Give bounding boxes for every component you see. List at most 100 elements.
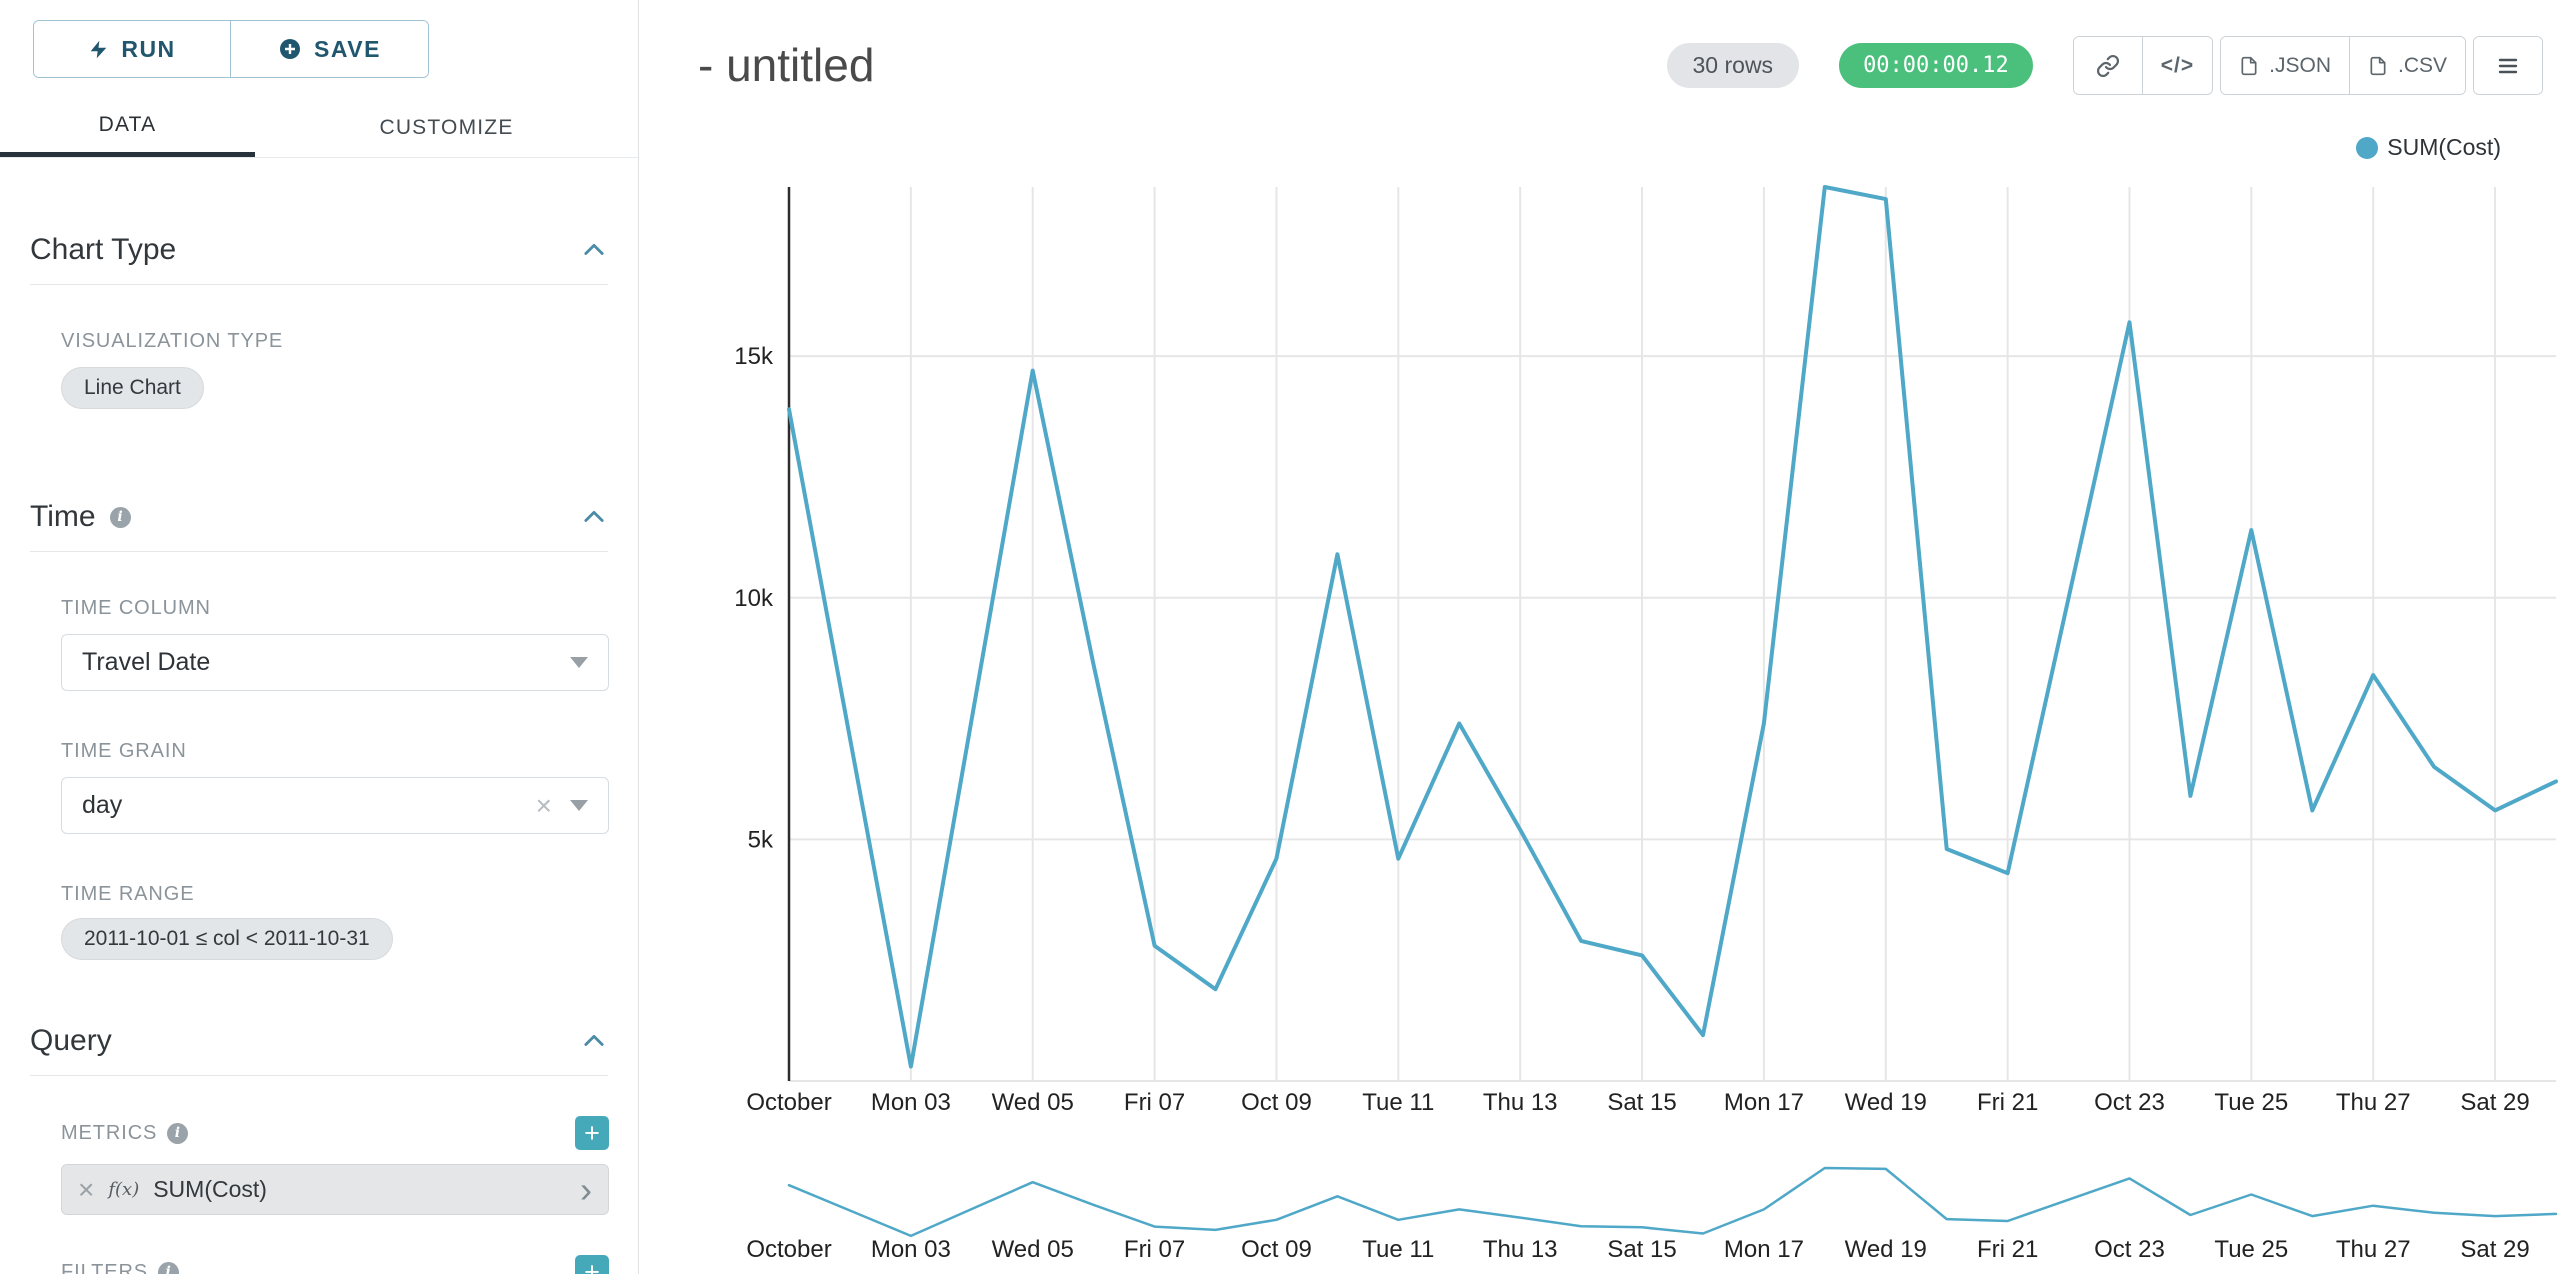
time-column-label-text: TIME COLUMN [61, 597, 211, 619]
x-axis-tick-label: Fri 07 [1124, 1089, 1185, 1116]
viz-type-label: VISUALIZATION TYPE [61, 329, 638, 353]
run-button-label: RUN [121, 35, 176, 62]
add-filter-button[interactable]: + [575, 1255, 609, 1274]
chevron-down-icon [570, 657, 588, 668]
brush-axis-tick-label: October [746, 1236, 831, 1263]
collapse-chart-type-button[interactable] [580, 236, 608, 264]
section-query-header: Query [30, 1023, 608, 1076]
time-grain-label-text: TIME GRAIN [61, 740, 187, 762]
plus-icon: + [584, 1117, 600, 1148]
x-axis-tick-label: October [746, 1089, 831, 1116]
time-range-pill[interactable]: 2011-10-01 ≤ col < 2011-10-31 [61, 918, 393, 960]
time-grain-label: TIME GRAIN [61, 739, 638, 763]
info-icon[interactable]: i [109, 506, 131, 528]
metrics-label-text: METRICS [61, 1122, 158, 1144]
filters-label: FILTERS i [61, 1260, 180, 1274]
metrics-label: METRICS i [61, 1121, 189, 1145]
run-save-bar: RUN SAVE [0, 0, 638, 78]
export-csv-label: .CSV [2397, 53, 2447, 77]
chevron-up-icon [584, 1034, 604, 1046]
info-icon[interactable]: i [158, 1261, 180, 1274]
section-time-header: Time i [30, 499, 608, 552]
tab-customize[interactable]: CUSTOMIZE [255, 98, 638, 157]
section-chart-type-title: Chart Type [30, 233, 177, 266]
x-axis-tick-label: Mon 17 [1724, 1089, 1804, 1116]
chevron-up-icon [584, 243, 604, 255]
x-axis-tick-label: Wed 05 [992, 1089, 1074, 1116]
series-line [787, 185, 2558, 1069]
y-axis-tick-label: 5k [748, 826, 774, 853]
file-icon [2241, 56, 2257, 75]
x-axis-tick-label: Mon 03 [871, 1089, 951, 1116]
section-query-title: Query [30, 1024, 112, 1057]
x-axis-tick-label: Thu 27 [2336, 1089, 2411, 1116]
menu-button[interactable] [2474, 37, 2542, 94]
brush-axis-tick-label: Tue 25 [2214, 1236, 2288, 1263]
tab-customize-label: CUSTOMIZE [379, 115, 514, 139]
legend-dot-icon [2356, 136, 2379, 159]
menu-group [2473, 36, 2543, 95]
chart-title[interactable]: - untitled [698, 39, 875, 91]
plus-icon: + [584, 1256, 600, 1274]
run-button[interactable]: RUN [34, 21, 231, 77]
x-axis-tick-label: Tue 11 [1362, 1089, 1434, 1116]
x-axis-tick-label: Oct 09 [1241, 1089, 1312, 1116]
metric-pill[interactable]: × f(x) SUM(Cost) › [61, 1164, 609, 1215]
export-json-button[interactable]: .JSON [2221, 37, 2349, 94]
metrics-label-row: METRICS i + [0, 1116, 609, 1150]
brush-axis-tick-label: Sat 29 [2460, 1236, 2529, 1263]
info-icon[interactable]: i [167, 1122, 189, 1144]
filters-label-text: FILTERS [61, 1261, 149, 1274]
time-range-label-text: TIME RANGE [61, 883, 195, 905]
section-time-title-text: Time [30, 500, 96, 533]
query-timer-badge: 00:00:00.12 [1839, 43, 2033, 88]
export-csv-button[interactable]: .CSV [2348, 37, 2465, 94]
tab-data[interactable]: DATA [0, 98, 255, 157]
collapse-query-button[interactable] [580, 1027, 608, 1055]
x-axis-tick-label: Wed 19 [1845, 1089, 1927, 1116]
remove-metric-x-icon[interactable]: × [78, 1173, 95, 1205]
lightning-icon [90, 40, 107, 58]
brush-axis-tick-label: Sat 15 [1607, 1236, 1676, 1263]
legend-item[interactable]: SUM(Cost) [2356, 134, 2501, 161]
time-grain-select[interactable]: day × [61, 777, 609, 834]
brush-series-line[interactable] [787, 1166, 2558, 1238]
time-column-select[interactable]: Travel Date [61, 634, 609, 691]
row-count-badge: 30 rows [1666, 43, 1800, 88]
chevron-right-icon: › [580, 1168, 592, 1210]
share-link-button[interactable] [2073, 37, 2142, 94]
collapse-time-button[interactable] [580, 503, 608, 531]
fx-icon: f(x) [108, 1179, 140, 1200]
x-axis-tick-label: Thu 13 [1483, 1089, 1558, 1116]
brush-axis-tick-label: Fri 07 [1124, 1236, 1185, 1263]
share-embed-group: </> [2072, 36, 2214, 95]
x-axis-tick-label: Sat 29 [2460, 1089, 2529, 1116]
run-save-button-group: RUN SAVE [33, 20, 429, 78]
viz-type-value: Line Chart [84, 376, 181, 399]
export-button-cluster: </> .JSON .CSV [2072, 36, 2543, 95]
panel-tabs: DATA CUSTOMIZE [0, 98, 638, 158]
section-time-title: Time i [30, 499, 131, 535]
filters-label-row: FILTERS i + [0, 1255, 609, 1274]
line-chart-canvas: October October Mon 03 Mon 03 Wed 05 Wed 05 Fr… [734, 185, 2558, 1263]
x-icon[interactable]: × [535, 789, 552, 821]
hamburger-icon [2498, 58, 2518, 73]
save-button-label: SAVE [314, 35, 381, 62]
code-icon: </> [2160, 53, 2195, 77]
x-axis-tick-label: Tue 25 [2214, 1089, 2288, 1116]
x-axis-tick-label: Oct 23 [2094, 1089, 2165, 1116]
brush-axis-tick-label: Oct 09 [1241, 1236, 1312, 1263]
brush-axis-tick-label: Mon 17 [1724, 1236, 1804, 1263]
chart-header-actions: 30 rows 00:00:00.12 </> [1666, 36, 2543, 95]
save-button[interactable]: SAVE [231, 21, 428, 77]
section-chart-type-header: Chart Type [30, 232, 608, 285]
add-metric-button[interactable]: + [575, 1116, 609, 1150]
brush-axis-tick-label: Mon 03 [871, 1236, 951, 1263]
chevron-down-icon [570, 800, 588, 811]
view-query-button[interactable]: </> [2141, 37, 2213, 94]
brush-axis-tick-label: Thu 13 [1483, 1236, 1558, 1263]
legend-label: SUM(Cost) [2387, 134, 2501, 160]
viz-type-pill[interactable]: Line Chart [61, 367, 204, 409]
x-axis-tick-label: Sat 15 [1607, 1089, 1676, 1116]
